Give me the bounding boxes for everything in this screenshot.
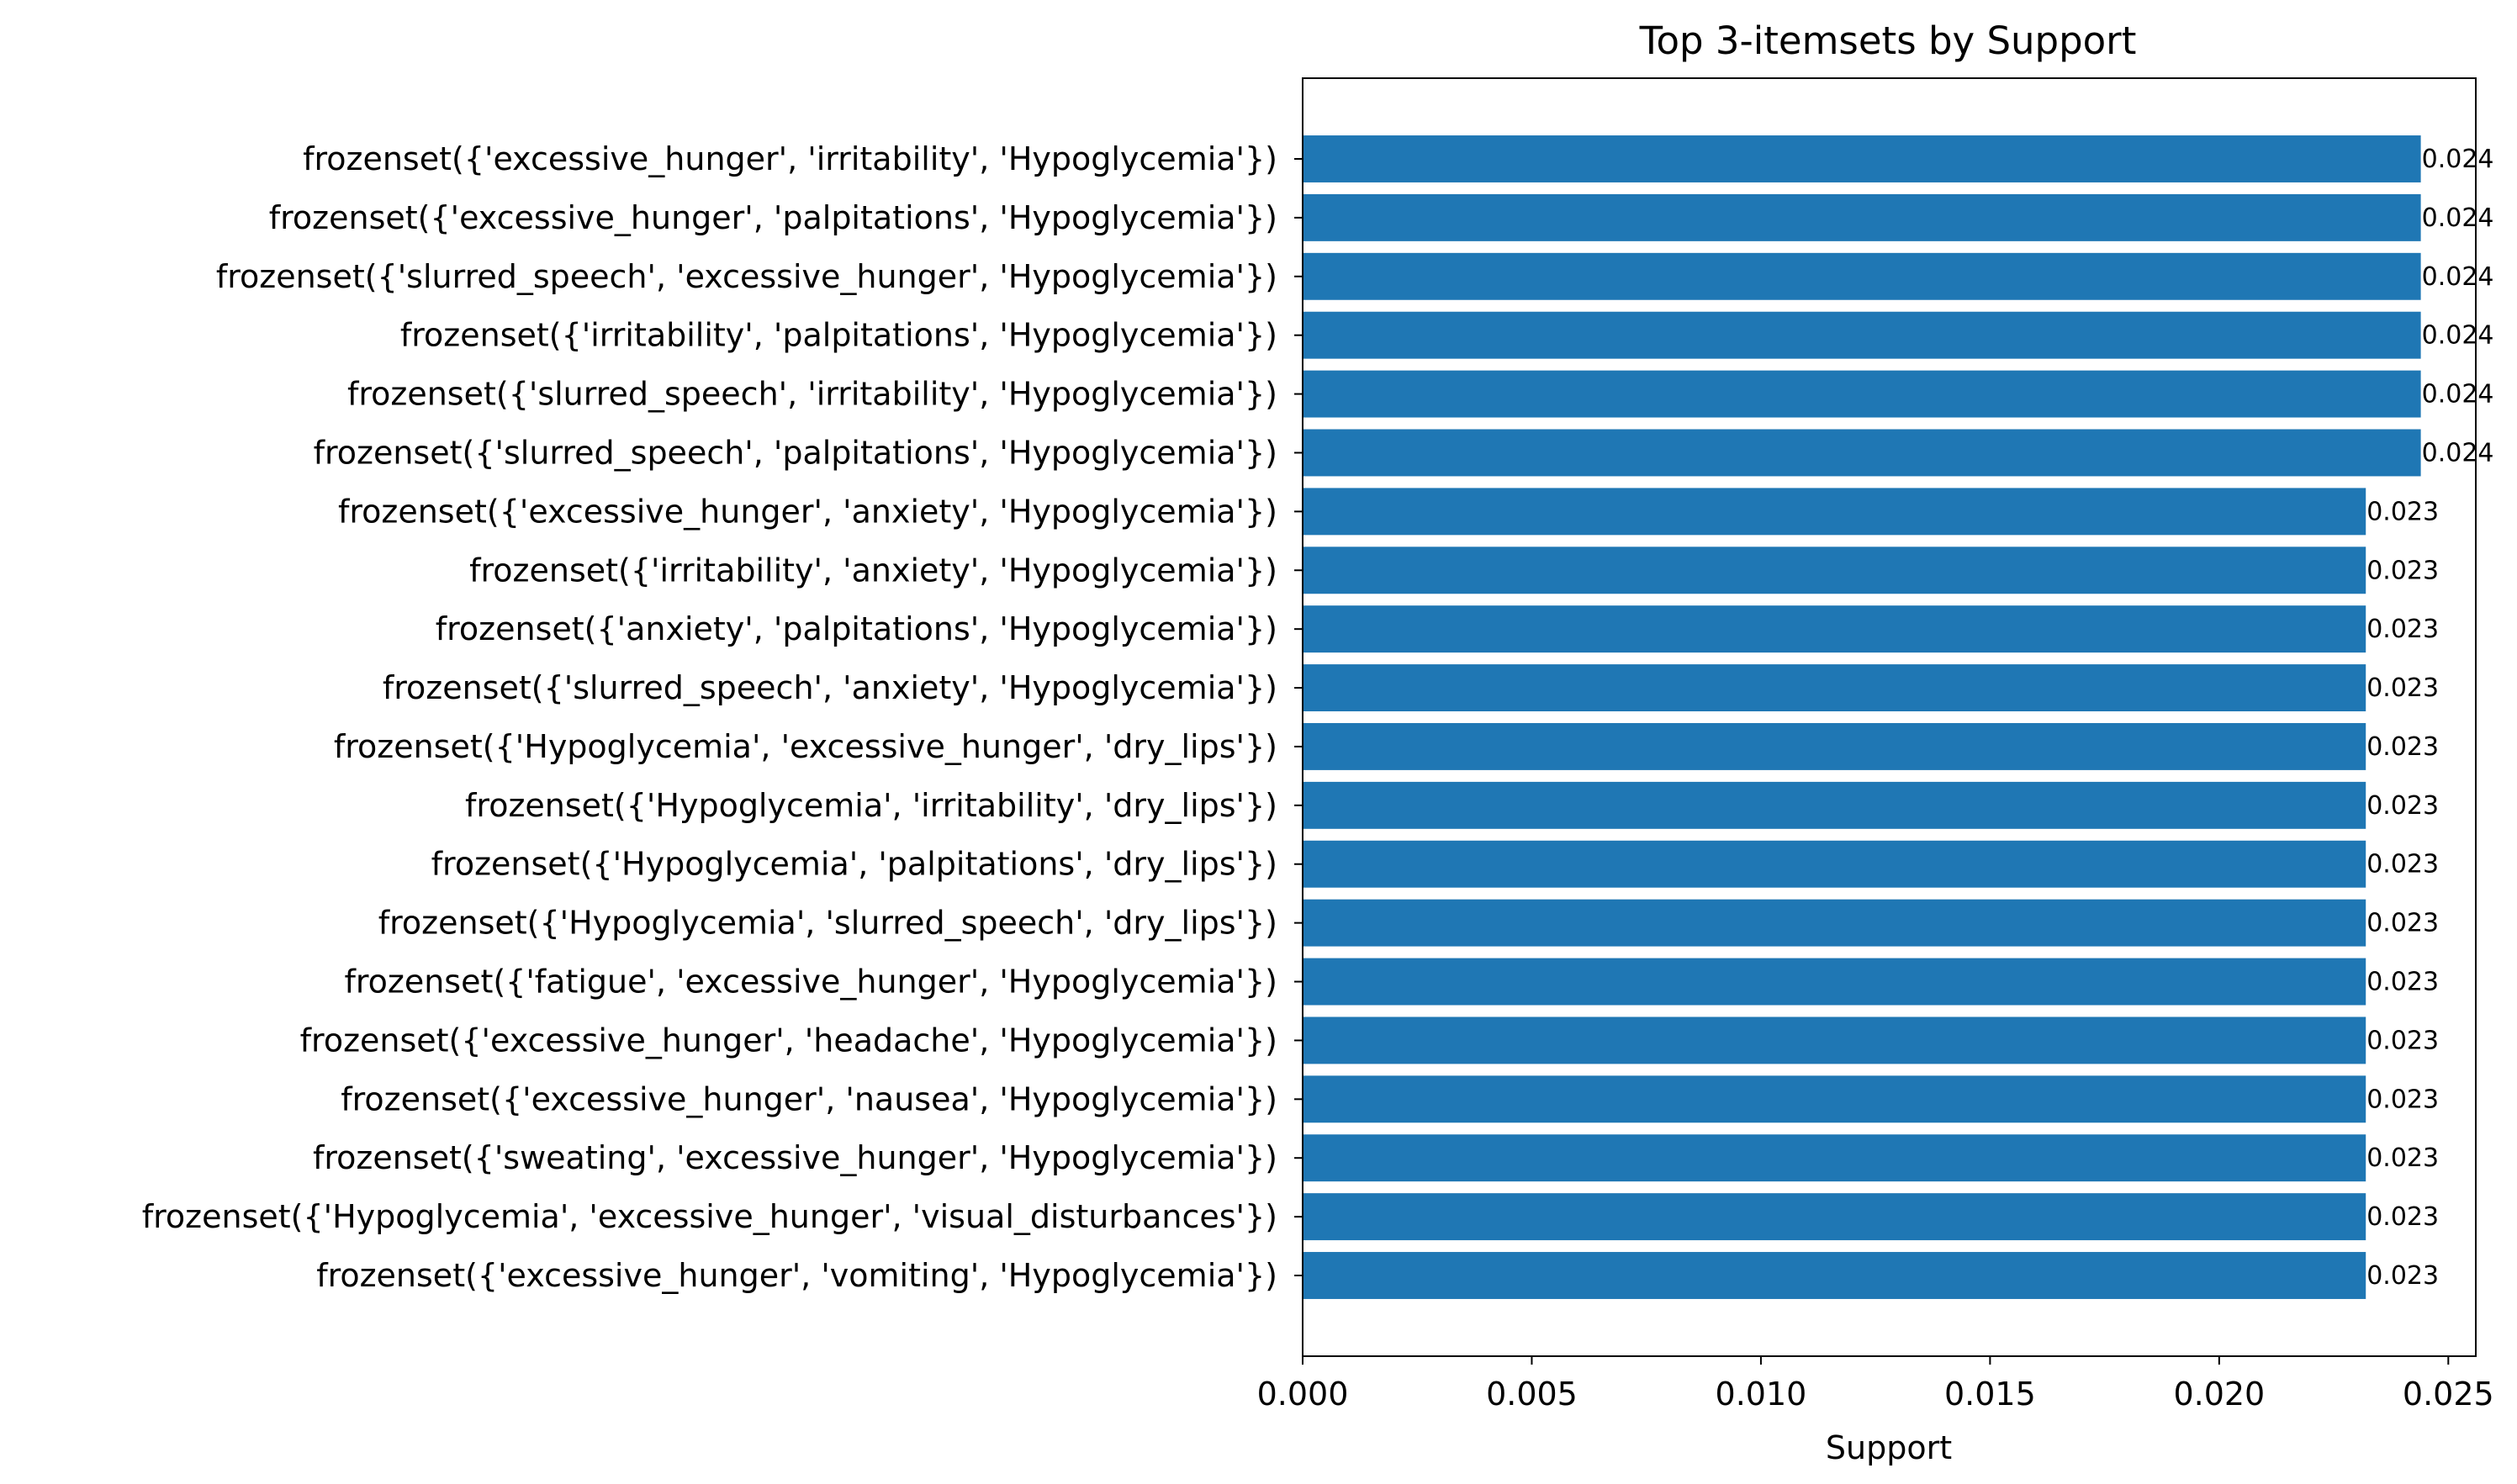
y-tick-label: frozenset({'Hypoglycemia', 'irritability… bbox=[465, 787, 1277, 824]
bar-value-label: 0.023 bbox=[2366, 673, 2439, 703]
y-tick-label: frozenset({'irritability', 'palpitations… bbox=[400, 317, 1277, 354]
bar bbox=[1303, 311, 2421, 359]
bar bbox=[1303, 252, 2421, 300]
bar-value-label: 0.023 bbox=[2366, 791, 2439, 821]
bar bbox=[1303, 488, 2366, 536]
bar-value-label: 0.024 bbox=[2422, 145, 2494, 174]
y-tick-label: frozenset({'excessive_hunger', 'nausea',… bbox=[341, 1080, 1277, 1117]
x-ticks-group: 0.000 0.005 0.010 0.015 0.020 0.025 bbox=[1257, 1356, 2494, 1413]
y-tick-label: frozenset({'excessive_hunger', 'anxiety'… bbox=[338, 493, 1277, 530]
bar bbox=[1303, 840, 2366, 888]
y-tick-label: frozenset({'anxiety', 'palpitations', 'H… bbox=[436, 610, 1277, 647]
bar-value-label: 0.023 bbox=[2366, 497, 2439, 526]
bar bbox=[1303, 664, 2366, 712]
x-tick-label: 0.000 bbox=[1257, 1376, 1349, 1413]
bar bbox=[1303, 193, 2421, 241]
bar-value-label: 0.024 bbox=[2422, 380, 2494, 409]
bar bbox=[1303, 547, 2366, 594]
y-tick-label: frozenset({'sweating', 'excessive_hunger… bbox=[313, 1139, 1277, 1176]
bar-value-label: 0.023 bbox=[2366, 968, 2439, 997]
bar-value-label: 0.023 bbox=[2366, 1202, 2439, 1232]
bar-value-label: 0.024 bbox=[2422, 321, 2494, 351]
y-tick-label: frozenset({'excessive_hunger', 'irritabi… bbox=[303, 140, 1277, 177]
bar-value-label: 0.024 bbox=[2422, 438, 2494, 467]
y-tick-label: frozenset({'slurred_speech', 'irritabili… bbox=[347, 376, 1277, 413]
x-tick-label: 0.015 bbox=[1944, 1376, 2036, 1413]
bar bbox=[1303, 1134, 2366, 1182]
category-labels-group: frozenset({'excessive_hunger', 'irritabi… bbox=[142, 140, 1277, 1294]
bar bbox=[1303, 1252, 2366, 1299]
x-axis-label: Support bbox=[1826, 1429, 1952, 1466]
y-tick-label: frozenset({'slurred_speech', 'anxiety', … bbox=[383, 669, 1277, 706]
bar bbox=[1303, 429, 2421, 477]
bar-value-label: 0.024 bbox=[2422, 262, 2494, 292]
plot-frame bbox=[1302, 77, 2477, 1357]
bar bbox=[1303, 722, 2366, 770]
x-tick-label: 0.010 bbox=[1716, 1376, 1807, 1413]
y-tick-label: frozenset({'excessive_hunger', 'vomiting… bbox=[316, 1257, 1277, 1294]
y-tick-label: frozenset({'Hypoglycemia', 'excessive_hu… bbox=[142, 1198, 1277, 1235]
y-tick-label: frozenset({'Hypoglycemia', 'excessive_hu… bbox=[334, 728, 1277, 765]
bar-value-label: 0.023 bbox=[2366, 556, 2439, 585]
bar-value-label: 0.023 bbox=[2366, 732, 2439, 762]
x-tick-label: 0.025 bbox=[2403, 1376, 2494, 1413]
bar bbox=[1303, 958, 2366, 1006]
y-tick-label: frozenset({'excessive_hunger', 'palpitat… bbox=[269, 199, 1277, 236]
bar bbox=[1303, 605, 2366, 653]
bar bbox=[1303, 781, 2366, 829]
bars-group bbox=[1303, 135, 2421, 1299]
value-labels-group: 0.024 0.024 0.024 0.024 0.024 0.024 0.023 0.023… bbox=[2366, 145, 2493, 1291]
y-tick-label: frozenset({'Hypoglycemia', 'slurred_spee… bbox=[378, 905, 1277, 942]
bar bbox=[1303, 1193, 2366, 1241]
bar bbox=[1303, 1017, 2366, 1064]
bar-value-label: 0.023 bbox=[2366, 1261, 2439, 1291]
bar-value-label: 0.023 bbox=[2366, 1026, 2439, 1055]
x-tick-label: 0.005 bbox=[1486, 1376, 1578, 1413]
y-tick-label: frozenset({'fatigue', 'excessive_hunger'… bbox=[344, 964, 1277, 1001]
bar bbox=[1303, 135, 2421, 182]
y-tick-label: frozenset({'excessive_hunger', 'headache… bbox=[300, 1022, 1277, 1059]
bar-value-label: 0.023 bbox=[2366, 615, 2439, 644]
bar-value-label: 0.023 bbox=[2366, 850, 2439, 879]
bar-value-label: 0.024 bbox=[2422, 203, 2494, 233]
y-tick-label: frozenset({'slurred_speech', 'palpitatio… bbox=[314, 434, 1277, 471]
bar-value-label: 0.023 bbox=[2366, 1143, 2439, 1173]
x-tick-label: 0.020 bbox=[2173, 1376, 2265, 1413]
bar bbox=[1303, 1075, 2366, 1123]
y-tick-label: frozenset({'irritability', 'anxiety', 'H… bbox=[469, 552, 1277, 589]
y-tick-label: frozenset({'Hypoglycemia', 'palpitations… bbox=[431, 846, 1277, 883]
y-ticks-group bbox=[1294, 158, 1303, 1276]
bar bbox=[1303, 899, 2366, 947]
bar bbox=[1303, 370, 2421, 418]
bar-value-label: 0.023 bbox=[2366, 909, 2439, 938]
chart-title: Top 3-itemsets by Support bbox=[1639, 18, 2137, 63]
y-tick-label: frozenset({'slurred_speech', 'excessive_… bbox=[216, 258, 1277, 295]
bar-value-label: 0.023 bbox=[2366, 1085, 2439, 1114]
